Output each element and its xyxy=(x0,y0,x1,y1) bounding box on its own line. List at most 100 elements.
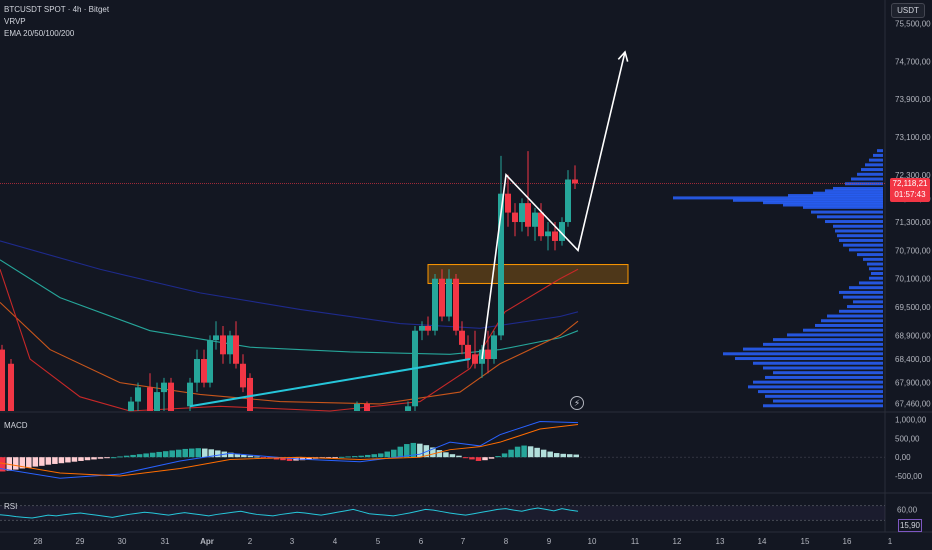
volume-profile-bar xyxy=(773,399,883,403)
candle-body xyxy=(565,179,571,223)
macd-histogram-bar xyxy=(410,442,417,458)
price-tick-label: 73,100,00 xyxy=(895,133,931,142)
macd-histogram-bar xyxy=(351,456,358,458)
volume-profile-bar xyxy=(788,194,883,198)
volume-profile-bar xyxy=(827,314,883,318)
candle-body xyxy=(240,363,246,388)
macd-histogram-bar xyxy=(175,449,182,458)
price-tick-label: 70,700,00 xyxy=(895,246,931,255)
candle-body xyxy=(0,349,5,411)
candle-body xyxy=(525,203,531,227)
volume-profile-bar xyxy=(743,347,883,351)
macd-histogram-bar xyxy=(540,449,547,458)
rsi-band xyxy=(0,505,885,521)
time-tick-label: 3 xyxy=(290,537,295,546)
macd-histogram-bar xyxy=(384,451,391,458)
trend-line xyxy=(189,358,471,408)
time-tick-label: 14 xyxy=(758,537,767,546)
macd-histogram-bar xyxy=(501,453,508,458)
volume-profile-bar xyxy=(723,352,883,356)
macd-histogram-bar xyxy=(110,457,117,459)
vrvp-legend[interactable]: VRVP xyxy=(4,17,26,26)
macd-histogram-bar xyxy=(39,457,45,466)
volume-profile-bar xyxy=(817,215,883,219)
candle-body xyxy=(465,344,471,360)
macd-histogram-bar xyxy=(404,444,410,458)
volume-profile-bar xyxy=(763,342,883,346)
volume-profile-bar xyxy=(859,281,883,285)
volume-profile-bar xyxy=(803,328,883,332)
macd-histogram-bar xyxy=(508,449,514,458)
volume-profile-bar xyxy=(753,380,883,384)
macd-histogram-bar xyxy=(71,457,78,462)
macd-histogram-bar xyxy=(84,457,91,461)
time-tick-label: 13 xyxy=(716,537,725,546)
volume-profile-bar xyxy=(863,257,883,261)
macd-histogram-bar xyxy=(241,454,247,458)
candle-body xyxy=(135,387,141,402)
volume-profile-bar xyxy=(839,238,883,242)
macd-histogram-bar xyxy=(417,443,423,458)
volume-profile-bar xyxy=(783,203,883,207)
rsi-pane-label[interactable]: RSI xyxy=(4,502,18,511)
volume-profile-bar xyxy=(787,333,883,337)
candle-body xyxy=(572,179,578,184)
time-tick-label: 29 xyxy=(76,537,85,546)
macd-histogram-bar xyxy=(514,446,521,458)
macd-histogram-bar xyxy=(436,450,443,458)
volume-profile-bar xyxy=(839,309,883,313)
currency-button[interactable]: USDT xyxy=(891,3,925,18)
macd-histogram-bar xyxy=(130,454,136,458)
candle-body xyxy=(439,278,445,317)
volume-profile-bar xyxy=(839,290,883,294)
candle-body xyxy=(459,330,465,345)
macd-histogram-bar xyxy=(162,451,169,458)
macd-histogram-bar xyxy=(391,449,397,458)
macd-line xyxy=(0,421,579,479)
projection-arrowhead xyxy=(617,50,629,62)
candle-body xyxy=(552,231,558,241)
volume-profile-bar xyxy=(835,229,883,233)
volume-profile-bar xyxy=(873,153,883,157)
macd-tick-label: 0,00 xyxy=(895,453,911,462)
volume-profile-bar xyxy=(843,243,883,247)
macd-histogram-bar xyxy=(117,456,123,458)
macd-histogram-bar xyxy=(234,453,241,458)
macd-histogram-bar xyxy=(52,457,58,464)
time-tick-label: 31 xyxy=(161,537,170,546)
volume-profile-bar xyxy=(869,276,883,280)
macd-histogram-bar xyxy=(149,452,156,458)
ema-legend[interactable]: EMA 20/50/100/200 xyxy=(4,29,75,38)
macd-histogram-bar xyxy=(0,457,6,472)
volume-profile-bar xyxy=(847,305,883,309)
current-price-value: 72,118,21 xyxy=(892,179,928,188)
macd-histogram-bar xyxy=(377,453,384,458)
volume-profile-bar xyxy=(845,182,883,186)
volume-profile-bar xyxy=(821,319,883,323)
time-tick-label: 16 xyxy=(843,537,852,546)
candle-body xyxy=(538,212,544,237)
macd-histogram-bar xyxy=(91,457,97,460)
macd-histogram-bar xyxy=(469,457,475,460)
time-tick-label: 7 xyxy=(461,537,466,546)
rsi-tick-label: 60,00 xyxy=(897,505,918,514)
volume-profile-bar xyxy=(869,158,883,162)
time-tick-label: Apr xyxy=(200,537,214,546)
price-tick-label: 72,300,00 xyxy=(895,171,931,180)
candle-body xyxy=(545,231,551,237)
candle-body xyxy=(161,382,167,393)
macd-histogram-bar xyxy=(13,457,19,470)
volume-profile-bar xyxy=(773,338,883,342)
macd-histogram-bar xyxy=(260,457,267,459)
lightning-icon[interactable]: ⚡ xyxy=(570,396,584,410)
time-tick-label: 11 xyxy=(631,537,640,546)
candle-body xyxy=(187,382,193,407)
macd-histogram-bar xyxy=(456,455,462,458)
ema-line xyxy=(0,301,579,405)
macd-histogram-bar xyxy=(332,457,338,459)
macd-pane-label[interactable]: MACD xyxy=(4,421,28,430)
candle-body xyxy=(194,359,200,383)
macd-histogram-bar xyxy=(566,454,573,458)
candle-body xyxy=(498,193,504,336)
